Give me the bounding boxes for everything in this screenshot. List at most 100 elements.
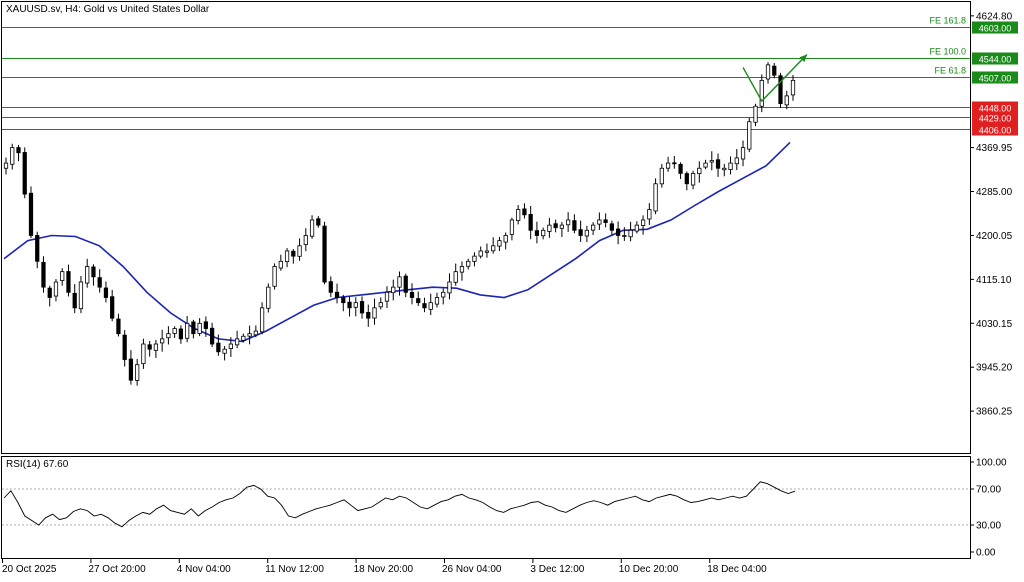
time-tick-label-4: 18 Nov 20:00 bbox=[354, 564, 414, 575]
candle-body-103 bbox=[647, 209, 652, 220]
candle-body-64 bbox=[403, 275, 408, 293]
rsi-line bbox=[3, 481, 796, 528]
candle-body-26 bbox=[166, 333, 171, 339]
horizontal-levels bbox=[2, 27, 970, 130]
candle-body-84 bbox=[528, 213, 533, 231]
candle-body-19 bbox=[122, 334, 127, 360]
level-price-label-0: 4603.00 bbox=[979, 24, 1012, 34]
candle-body-104 bbox=[653, 183, 658, 212]
price-tick-label-2: 4285.00 bbox=[976, 187, 1013, 198]
time-tick-label-6: 3 Dec 12:00 bbox=[530, 564, 584, 575]
candle-body-87 bbox=[547, 224, 552, 232]
candle-body-21 bbox=[135, 364, 140, 381]
candle-body-17 bbox=[110, 296, 115, 319]
candle-body-51 bbox=[322, 225, 327, 283]
candle-body-11 bbox=[72, 292, 77, 309]
level-price-tag-0 bbox=[972, 21, 1018, 34]
candle-body-31 bbox=[197, 322, 202, 334]
candle-body-96 bbox=[603, 219, 608, 223]
candle-body-58 bbox=[366, 311, 371, 319]
candle-body-77 bbox=[484, 250, 490, 253]
rsi-label: RSI(14) 67.60 bbox=[6, 459, 69, 470]
candle-body-107 bbox=[672, 162, 677, 165]
candle-body-68 bbox=[428, 302, 433, 310]
candle-body-63 bbox=[397, 276, 402, 288]
level-price-label-1: 4544.00 bbox=[979, 55, 1012, 65]
time-tick-label-8: 18 Dec 04:00 bbox=[707, 564, 767, 575]
candle-body-48 bbox=[303, 235, 308, 245]
candle-body-25 bbox=[160, 338, 165, 344]
level-price-tag-2 bbox=[972, 71, 1018, 84]
candle-body-59 bbox=[372, 307, 377, 319]
candle-body-24 bbox=[153, 343, 159, 351]
rsi-tick-label-1: 70.00 bbox=[976, 485, 1001, 496]
candle-body-117 bbox=[734, 157, 739, 165]
time-axis: 20 Oct 2025 27 Oct 20:00 4 Nov 04:00 11 Nov… bbox=[2, 559, 767, 575]
price-tick-label-4: 4115.10 bbox=[976, 275, 1012, 286]
level-price-label-4: 4429.00 bbox=[979, 114, 1012, 124]
candle-body-40 bbox=[253, 330, 258, 336]
candle-body-125 bbox=[784, 95, 789, 106]
candle-body-83 bbox=[522, 208, 527, 216]
candle-body-72 bbox=[453, 271, 458, 283]
candle-body-8 bbox=[53, 281, 59, 297]
moving-average-line bbox=[3, 141, 791, 343]
candle-body-123 bbox=[772, 65, 777, 76]
candle-body-55 bbox=[347, 301, 352, 309]
candle-body-69 bbox=[434, 297, 440, 305]
candle-body-101 bbox=[634, 224, 639, 232]
candle-body-16 bbox=[103, 287, 109, 298]
candle-body-5 bbox=[35, 235, 40, 262]
price-tick-label-6: 3945.20 bbox=[976, 363, 1013, 374]
chart-title: XAUUSD.sv, H4: Gold vs United States Dol… bbox=[6, 4, 210, 15]
rsi-tick-label-3: 0.00 bbox=[976, 548, 996, 559]
candle-body-42 bbox=[266, 286, 271, 309]
candle-body-86 bbox=[541, 229, 546, 237]
candle-body-29 bbox=[185, 322, 190, 339]
candle-body-102 bbox=[640, 219, 646, 226]
candle-body-121 bbox=[759, 79, 764, 107]
candle-body-71 bbox=[447, 281, 452, 294]
candle-body-119 bbox=[747, 121, 752, 150]
candle-body-98 bbox=[615, 228, 621, 236]
projection-arrow-head bbox=[799, 54, 807, 63]
candle-body-80 bbox=[503, 235, 508, 243]
candle-body-99 bbox=[622, 235, 627, 237]
candle-body-94 bbox=[591, 224, 596, 231]
rsi-axis: 100.00 70.00 30.00 0.00 bbox=[970, 458, 1007, 559]
price-tick-label-5: 4030.15 bbox=[976, 319, 1013, 330]
candle-body-41 bbox=[259, 307, 265, 333]
candle-body-113 bbox=[709, 160, 714, 163]
candle-body-81 bbox=[509, 219, 515, 235]
level-labels: FE 161.8 4603.00 FE 100.0 4544.00 FE 61.8 450… bbox=[929, 16, 1018, 136]
time-tick-label-2: 4 Nov 04:00 bbox=[177, 564, 231, 575]
candle-body-92 bbox=[578, 229, 583, 236]
candle-body-1 bbox=[10, 147, 15, 165]
candle-body-13 bbox=[85, 266, 90, 284]
time-tick-label-1: 27 Oct 20:00 bbox=[88, 564, 146, 575]
candle-body-45 bbox=[284, 250, 290, 263]
candle-body-67 bbox=[422, 303, 427, 309]
candle-body-7 bbox=[47, 287, 52, 298]
candle-body-110 bbox=[690, 173, 696, 186]
candle-body-75 bbox=[472, 255, 477, 262]
rsi-tick-label-2: 30.00 bbox=[976, 521, 1001, 532]
candle-body-47 bbox=[297, 245, 302, 257]
candle-body-53 bbox=[334, 291, 340, 298]
projection-arrow-line bbox=[742, 54, 808, 103]
level-price-tag-5 bbox=[972, 123, 1018, 136]
rsi-layer bbox=[2, 481, 969, 528]
candle-body-126 bbox=[790, 79, 796, 96]
candle-body-10 bbox=[66, 271, 71, 293]
candle-body-34 bbox=[216, 342, 221, 353]
candle-body-78 bbox=[491, 245, 496, 252]
candle-body-33 bbox=[210, 327, 215, 345]
candle-body-74 bbox=[466, 260, 471, 267]
candle-body-90 bbox=[566, 219, 571, 226]
candle-body-38 bbox=[241, 335, 246, 341]
candle-body-122 bbox=[765, 64, 771, 80]
candle-body-30 bbox=[191, 321, 196, 335]
candle-body-15 bbox=[97, 277, 102, 288]
